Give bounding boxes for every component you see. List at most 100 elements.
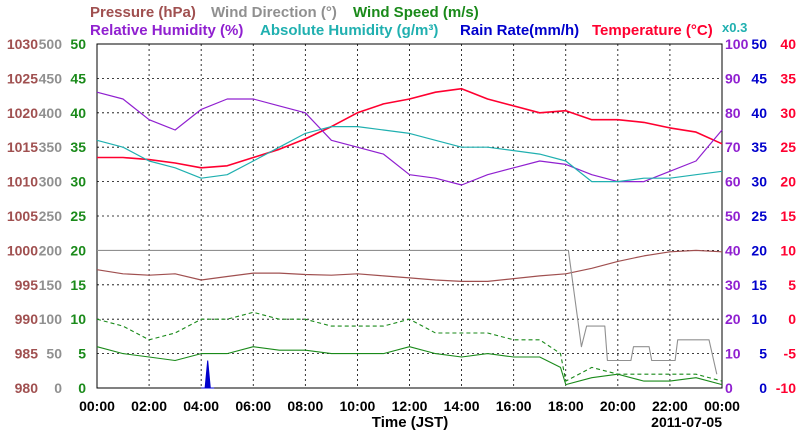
- y-tick-wind-speed: 25: [70, 208, 86, 224]
- y-tick-rain-rate: 45: [751, 70, 767, 86]
- y-tick-wind-speed: 50: [70, 36, 86, 52]
- y-tick-wind-direction: 200: [39, 242, 63, 258]
- legend-absolute-humidity: Absolute Humidity (g/m³): [260, 22, 438, 39]
- y-tick-pressure: 980: [15, 380, 39, 396]
- series-rain-rate-mm-h: [201, 360, 215, 389]
- x-axis-label: Time (JST): [372, 414, 448, 431]
- x-tick-label: 12:00: [392, 398, 428, 414]
- x-tick-label: 14:00: [444, 398, 480, 414]
- series-wind-speed-gust-m-s: [96, 311, 723, 382]
- series-layer: [96, 87, 723, 389]
- series-pressure-hpa: [96, 249, 723, 282]
- y-tick-temperature: 15: [780, 208, 796, 224]
- y-tick-wind-direction: 100: [39, 311, 63, 327]
- y-tick-wind-speed: 5: [78, 346, 86, 362]
- y-tick-rain-rate: 5: [759, 346, 767, 362]
- y-tick-rain-rate: 20: [751, 242, 767, 258]
- legend-wind-speed: Wind Speed (m/s): [353, 4, 479, 21]
- y-tick-relative-humidity: 90: [725, 70, 741, 86]
- y-tick-pressure: 1030: [7, 36, 38, 52]
- legend-temperature: Temperature (°C): [592, 22, 713, 39]
- series-temperature-c: [97, 87, 723, 169]
- y-tick-pressure: 990: [15, 311, 39, 327]
- y-tick-wind-direction: 350: [39, 139, 63, 155]
- y-tick-wind-speed: 15: [70, 277, 86, 293]
- x-tick-label: 00:00: [79, 398, 115, 414]
- y-tick-temperature: 0: [788, 311, 796, 327]
- y-tick-wind-direction: 500: [39, 36, 63, 52]
- y-tick-wind-direction: 400: [39, 105, 63, 121]
- abs-humidity-scale-note: x0.3: [722, 20, 747, 35]
- y-tick-relative-humidity: 60: [725, 174, 741, 190]
- y-tick-pressure: 985: [15, 346, 39, 362]
- y-tick-pressure: 1005: [7, 208, 38, 224]
- y-tick-temperature: -10: [776, 380, 796, 396]
- y-tick-rain-rate: 50: [751, 36, 767, 52]
- x-tick-label: 06:00: [235, 398, 271, 414]
- x-tick-label: 04:00: [183, 398, 219, 414]
- y-tick-temperature: 30: [780, 105, 796, 121]
- y-tick-rain-rate: 30: [751, 174, 767, 190]
- y-tick-relative-humidity: 80: [725, 105, 741, 121]
- y-tick-rain-rate: 10: [751, 311, 767, 327]
- y-tick-temperature: 5: [788, 277, 796, 293]
- y-tick-rain-rate: 15: [751, 277, 767, 293]
- y-tick-relative-humidity: 20: [725, 311, 741, 327]
- y-tick-wind-speed: 35: [70, 139, 86, 155]
- y-tick-wind-direction: 0: [54, 380, 62, 396]
- y-tick-pressure: 995: [15, 277, 39, 293]
- legend-relative-humidity: Relative Humidity (%): [90, 22, 243, 39]
- y-tick-wind-speed: 20: [70, 242, 86, 258]
- y-tick-wind-direction: 50: [46, 346, 62, 362]
- y-tick-temperature: 20: [780, 174, 796, 190]
- x-tick-label: 20:00: [600, 398, 636, 414]
- y-tick-relative-humidity: 50: [725, 208, 741, 224]
- y-tick-wind-speed: 40: [70, 105, 86, 121]
- x-tick-label: 08:00: [287, 398, 323, 414]
- y-tick-relative-humidity: 10: [725, 346, 741, 362]
- y-tick-temperature: 35: [780, 70, 796, 86]
- x-tick-label: 10:00: [340, 398, 376, 414]
- x-tick-label: 00:00: [704, 398, 740, 414]
- y-tick-wind-direction: 150: [39, 277, 63, 293]
- x-tick-label: 02:00: [131, 398, 167, 414]
- y-tick-wind-direction: 250: [39, 208, 63, 224]
- y-tick-pressure: 1020: [7, 105, 38, 121]
- y-tick-rain-rate: 35: [751, 139, 767, 155]
- y-tick-rain-rate: 25: [751, 208, 767, 224]
- series-relative-humidity: [96, 91, 723, 186]
- legend-pressure: Pressure (hPa): [90, 4, 196, 21]
- series-wind-direction: [97, 249, 718, 375]
- legend-wind-direction: Wind Direction (°): [211, 4, 337, 21]
- x-tick-label: 22:00: [652, 398, 688, 414]
- y-tick-wind-speed: 30: [70, 174, 86, 190]
- y-tick-pressure: 1015: [7, 139, 38, 155]
- y-tick-rain-rate: 40: [751, 105, 767, 121]
- series-absolute-humidity-g-m-x0-3: [96, 125, 723, 183]
- series-wind-speed-m-s: [96, 346, 723, 386]
- y-tick-wind-direction: 450: [39, 70, 63, 86]
- y-tick-wind-speed: 0: [78, 380, 86, 396]
- grid: [97, 44, 722, 388]
- y-tick-relative-humidity: 70: [725, 139, 741, 155]
- date-label: 2011-07-05: [651, 414, 722, 430]
- y-tick-temperature: -5: [784, 346, 797, 362]
- x-tick-label: 18:00: [548, 398, 584, 414]
- y-tick-wind-speed: 45: [70, 70, 86, 86]
- x-tick-label: 16:00: [496, 398, 532, 414]
- y-tick-pressure: 1025: [7, 70, 38, 86]
- y-tick-pressure: 1000: [7, 242, 38, 258]
- y-tick-relative-humidity: 0: [725, 380, 733, 396]
- y-tick-temperature: 10: [780, 242, 796, 258]
- y-tick-temperature: 25: [780, 139, 796, 155]
- y-tick-relative-humidity: 40: [725, 242, 741, 258]
- y-tick-rain-rate: 0: [759, 380, 767, 396]
- y-tick-wind-direction: 300: [39, 174, 63, 190]
- y-tick-wind-speed: 10: [70, 311, 86, 327]
- y-tick-relative-humidity: 100: [725, 36, 749, 52]
- axis-layer: 1030102510201015101010051000995990985980…: [7, 36, 796, 414]
- legend-rain-rate: Rain Rate(mm/h): [460, 22, 579, 39]
- y-tick-pressure: 1010: [7, 174, 38, 190]
- y-tick-temperature: 40: [780, 36, 796, 52]
